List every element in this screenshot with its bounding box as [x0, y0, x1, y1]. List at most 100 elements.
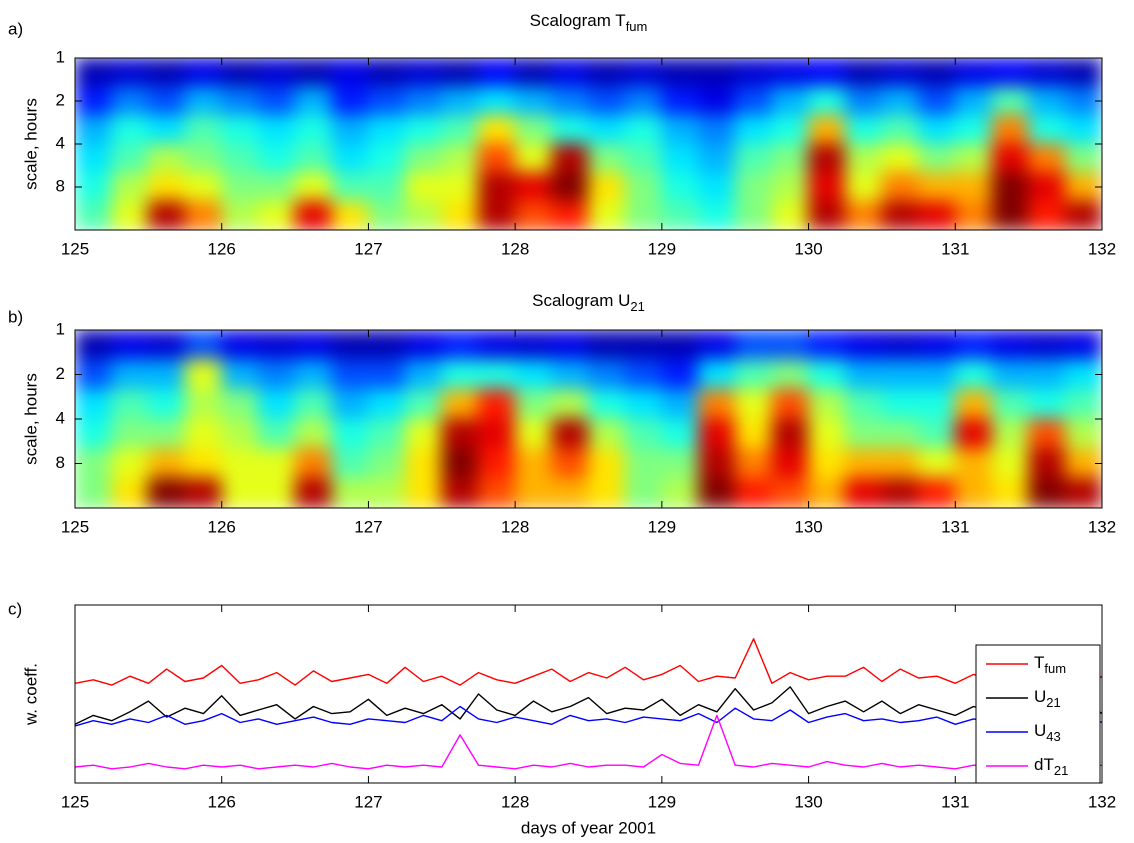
heatmap-cell — [331, 418, 369, 450]
heatmap-cell — [331, 200, 369, 230]
heatmap-cell — [991, 114, 1030, 145]
heatmap-cell — [1028, 330, 1066, 361]
heatmap-cell — [257, 388, 296, 420]
heatmap-cell — [294, 172, 333, 202]
heatmap-cell — [881, 86, 920, 116]
heatmap-cell — [661, 448, 700, 479]
heatmap-cell — [551, 448, 589, 479]
heatmap-cell — [881, 200, 920, 230]
heatmap-cell — [367, 200, 406, 230]
heatmap-cell — [221, 418, 259, 450]
heatmap-cell — [918, 86, 956, 116]
heatmap-cell — [881, 477, 920, 508]
lines — [75, 638, 1102, 770]
x-tick-label: 128 — [501, 792, 529, 811]
heatmap-cell — [331, 86, 369, 116]
heatmap-cell — [184, 86, 223, 116]
heatmap-cell — [184, 172, 223, 202]
heatmap-cell — [588, 448, 626, 479]
heatmap-cell — [441, 114, 479, 145]
heatmap-cell — [551, 86, 589, 116]
heatmap-cell — [588, 200, 626, 230]
heatmap-cell — [111, 86, 149, 116]
heatmap-cell — [624, 477, 663, 508]
legend-name: T — [1034, 653, 1044, 672]
chart-title: Scalogram Tfum — [530, 11, 648, 34]
heatmap-cell — [367, 359, 406, 390]
heatmap-cell — [1064, 58, 1102, 88]
heatmap-cell — [1028, 388, 1066, 420]
heatmap-cell — [661, 359, 700, 390]
heatmap-cell — [808, 359, 846, 390]
heatmap-cell — [477, 114, 516, 145]
heatmap-cell — [441, 330, 479, 361]
heatmap-cell — [514, 330, 553, 361]
heatmap-cell — [698, 330, 736, 361]
heatmap-cell — [331, 172, 369, 202]
heatmap-cell — [698, 172, 736, 202]
x-tick-label: 128 — [501, 239, 529, 258]
heatmap-cell — [477, 143, 516, 174]
heatmap-cell — [147, 448, 186, 479]
x-tick-label: 126 — [208, 517, 236, 536]
heatmap-cell — [1064, 477, 1102, 508]
heatmap-cell — [147, 200, 186, 230]
heatmap-cell — [918, 143, 956, 174]
heatmap-cell — [698, 86, 736, 116]
heatmap-cell — [698, 359, 736, 390]
heatmap-cell — [514, 58, 553, 88]
heatmap-cell — [75, 330, 113, 361]
heatmap-cell — [881, 359, 920, 390]
heatmap-cell — [881, 143, 920, 174]
heatmap-cell — [661, 330, 700, 361]
heatmap-cell — [257, 172, 296, 202]
heatmap-cell — [331, 114, 369, 145]
heatmap-cell — [881, 114, 920, 145]
heatmap-cell — [844, 114, 883, 145]
heatmap-cell — [771, 143, 810, 174]
heatmap-cell — [1064, 330, 1102, 361]
x-tick-label: 125 — [61, 792, 89, 811]
y-tick-label: 1 — [56, 47, 65, 66]
heatmap-cell — [147, 359, 186, 390]
heatmap-cell — [991, 418, 1030, 450]
heatmap-cell — [441, 200, 479, 230]
heatmap-cell — [954, 388, 993, 420]
heatmap-cell — [698, 388, 736, 420]
heatmap-cell — [991, 86, 1030, 116]
heatmap-cell — [624, 200, 663, 230]
heatmap-cell — [1064, 114, 1102, 145]
heatmap-cell — [1028, 448, 1066, 479]
heatmap-cell — [404, 114, 443, 145]
x-axis-label: days of year 2001 — [521, 818, 656, 837]
heatmap-cell — [111, 448, 149, 479]
heatmap-cell — [1028, 418, 1066, 450]
heatmap-cell — [257, 200, 296, 230]
series-line — [75, 714, 1102, 770]
y-axis-label: w. coeff. — [21, 663, 40, 726]
heatmap-cell — [771, 448, 810, 479]
heatmap-cell — [551, 143, 589, 174]
heatmap-cell — [75, 114, 113, 145]
heatmap-cell — [184, 359, 223, 390]
heatmap-cell — [734, 477, 773, 508]
heatmap-cell — [111, 143, 149, 174]
legend-label: U43 — [1034, 721, 1061, 744]
legend-sub: fum — [1044, 661, 1066, 676]
heatmap-cell — [111, 200, 149, 230]
legend-box — [975, 644, 1101, 784]
heatmap-cell — [111, 359, 149, 390]
heatmap-cell — [1064, 200, 1102, 230]
heatmap-cell — [75, 477, 113, 508]
legend-sub: 21 — [1046, 695, 1060, 710]
heatmap-cell — [184, 143, 223, 174]
heatmap-cell — [367, 114, 406, 145]
heatmap-cell — [698, 418, 736, 450]
heatmap-cell — [1064, 143, 1102, 174]
title-main: Scalogram U — [532, 291, 630, 310]
y-axis-label: scale, hours — [21, 98, 40, 190]
heatmap-cell — [844, 143, 883, 174]
heatmap-cell — [624, 86, 663, 116]
x-tick-label: 127 — [354, 792, 382, 811]
heatmap-cell — [147, 418, 186, 450]
